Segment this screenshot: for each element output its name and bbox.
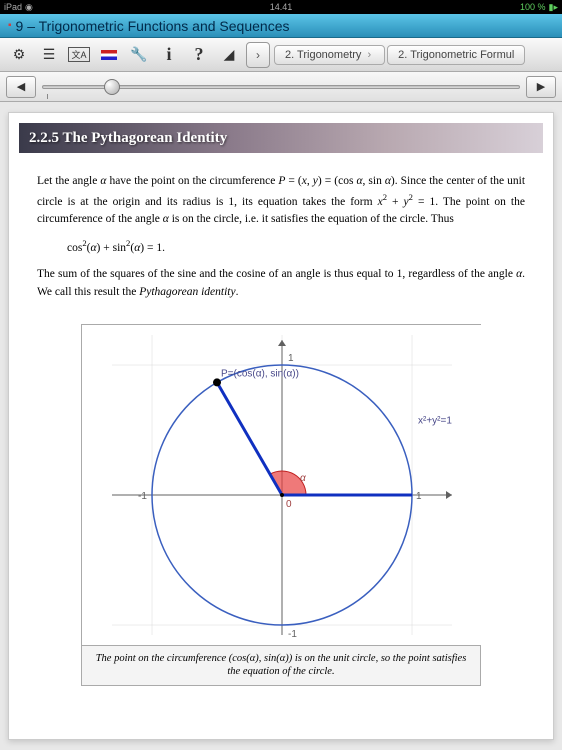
flag-icon bbox=[101, 50, 117, 60]
triangle-left-icon: ◀ bbox=[17, 80, 25, 93]
section-title: 2.2.5 The Pythagorean Identity bbox=[29, 130, 227, 146]
section-title-text: The Pythagorean Identity bbox=[62, 130, 227, 146]
chevron-right-icon: › bbox=[256, 48, 260, 62]
chapter-title: 9 – Trigonometric Functions and Sequence… bbox=[16, 18, 290, 34]
help-button[interactable]: ? bbox=[184, 42, 214, 68]
contents-button[interactable]: ☰ bbox=[34, 42, 64, 68]
slider-tick bbox=[47, 94, 48, 99]
svg-text:1: 1 bbox=[288, 353, 294, 364]
breadcrumb: 2. Trigonometry › 2. Trigonometric Formu… bbox=[272, 45, 558, 65]
content-area: 2.2.5 The Pythagorean Identity Let the a… bbox=[0, 102, 562, 750]
page: 2.2.5 The Pythagorean Identity Let the a… bbox=[8, 112, 554, 740]
list-icon: ☰ bbox=[43, 46, 56, 63]
svg-text:1: 1 bbox=[416, 491, 422, 502]
prev-page-button[interactable]: ◀ bbox=[6, 76, 36, 98]
question-icon: ? bbox=[195, 44, 204, 65]
info-icon: i bbox=[166, 44, 171, 65]
wrench-icon: 🔧 bbox=[130, 46, 147, 63]
info-button[interactable]: i bbox=[154, 42, 184, 68]
chevron-right-icon: › bbox=[367, 49, 371, 61]
breadcrumb-item-1[interactable]: 2. Trigonometry › bbox=[274, 45, 385, 65]
equation: cos2(α) + sin2(α) = 1. bbox=[67, 237, 525, 258]
eraser-icon: ◢ bbox=[224, 46, 235, 63]
wifi-icon: ◉ bbox=[25, 2, 33, 13]
next-page-button[interactable]: ▶ bbox=[526, 76, 556, 98]
svg-text:0: 0 bbox=[286, 499, 292, 510]
breadcrumb-label: 2. Trigonometric Formul bbox=[398, 49, 514, 61]
battery-icon: ▮▸ bbox=[549, 2, 558, 13]
status-bar: iPad ◉ 14.41 100 % ▮▸ bbox=[0, 0, 562, 14]
battery-pct: 100 % bbox=[520, 2, 546, 12]
triangle-right-icon: ▶ bbox=[537, 80, 545, 93]
svg-text:-1: -1 bbox=[138, 491, 147, 502]
chapter-header: ▪ 9 – Trigonometric Functions and Sequen… bbox=[0, 14, 562, 38]
device-label: iPad bbox=[4, 2, 22, 12]
status-time: 14.41 bbox=[270, 2, 293, 12]
paragraph-1: Let the angle α have the point on the ci… bbox=[37, 173, 525, 229]
figure-caption: The point on the circumference (cos(α), … bbox=[82, 645, 480, 685]
book-icon: ▪ bbox=[8, 20, 12, 31]
body-text: Let the angle α have the point on the ci… bbox=[9, 153, 553, 318]
breadcrumb-label: 2. Trigonometry bbox=[285, 49, 361, 61]
breadcrumb-item-2[interactable]: 2. Trigonometric Formul bbox=[387, 45, 525, 65]
page-slider[interactable] bbox=[42, 76, 520, 98]
language-button[interactable]: 文A bbox=[64, 42, 94, 68]
eraser-button[interactable]: ◢ bbox=[214, 42, 244, 68]
slider-thumb[interactable] bbox=[104, 79, 120, 95]
svg-text:x²+y²=1: x²+y²=1 bbox=[418, 415, 452, 426]
paragraph-2: The sum of the squares of the sine and t… bbox=[37, 266, 525, 302]
svg-text:α: α bbox=[300, 473, 306, 484]
breadcrumb-back[interactable]: › bbox=[246, 42, 270, 68]
toolbar: ⚙ ☰ 文A 🔧 i ? ◢ › 2. Trigonometry › 2. Tr… bbox=[0, 38, 562, 72]
section-number: 2.2.5 bbox=[29, 130, 59, 146]
section-header: 2.2.5 The Pythagorean Identity bbox=[19, 123, 543, 153]
svg-text:-1: -1 bbox=[288, 629, 297, 640]
unit-circle-diagram: P=(cos(α), sin(α)) x²+y²=1 0 α -1 1 1 -1 bbox=[82, 325, 482, 645]
svg-text:P=(cos(α), sin(α)): P=(cos(α), sin(α)) bbox=[221, 368, 299, 379]
settings-button[interactable]: ⚙ bbox=[4, 42, 34, 68]
gear-icon: ⚙ bbox=[13, 46, 26, 63]
flag-button[interactable] bbox=[94, 42, 124, 68]
lang-icon: 文A bbox=[68, 47, 89, 62]
nav-bar: ◀ ▶ bbox=[0, 72, 562, 102]
figure: P=(cos(α), sin(α)) x²+y²=1 0 α -1 1 1 -1 The po… bbox=[81, 324, 481, 686]
tools-button[interactable]: 🔧 bbox=[124, 42, 154, 68]
